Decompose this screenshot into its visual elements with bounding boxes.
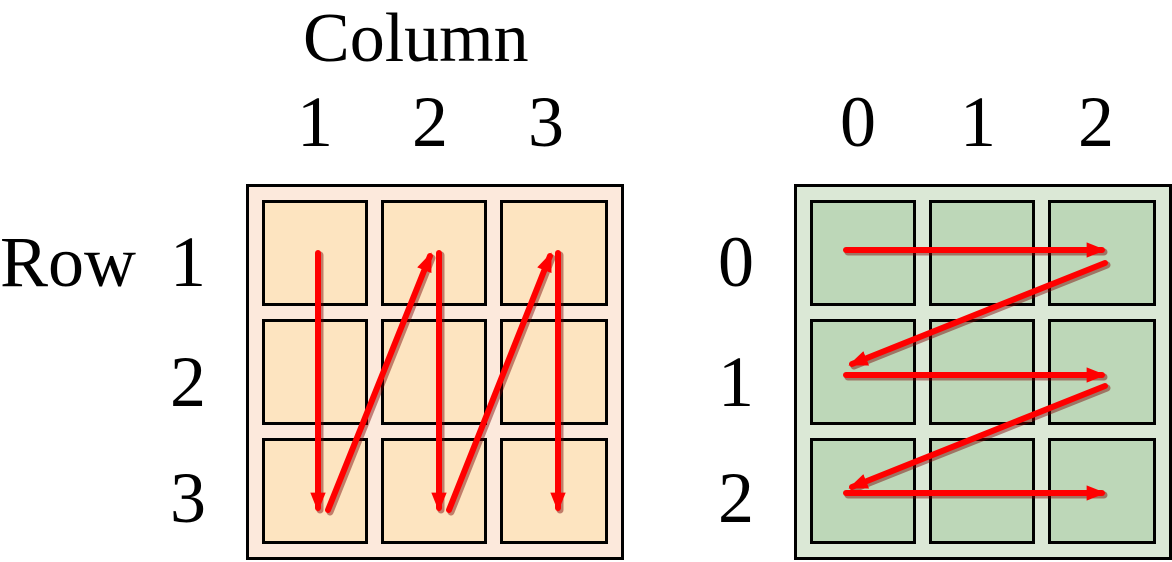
right-grid-cell (810, 200, 916, 306)
left-grid-cell (262, 438, 368, 544)
column-heading: Column (303, 0, 529, 77)
row-heading: Row (0, 222, 137, 302)
right-grid-cell (1048, 438, 1156, 544)
right-column-label-0: 0 (840, 82, 876, 162)
left-grid-cell (381, 438, 487, 544)
left-column-label-2: 2 (412, 82, 448, 162)
left-row-label-2: 2 (170, 342, 206, 422)
left-grid-cell (500, 200, 608, 306)
right-column-label-1: 1 (960, 82, 996, 162)
right-grid-cell (929, 438, 1035, 544)
right-row-label-0: 0 (718, 222, 754, 302)
right-grid-cell (810, 438, 916, 544)
right-grid-cell (810, 319, 916, 425)
left-column-label-1: 1 (297, 82, 333, 162)
right-row-label-2: 2 (718, 458, 754, 538)
left-grid-cell (381, 319, 487, 425)
right-grid-cell (1048, 319, 1156, 425)
right-grid-cell (929, 319, 1035, 425)
right-grid-cell (929, 200, 1035, 306)
left-column-label-3: 3 (528, 82, 564, 162)
right-row-label-1: 1 (718, 342, 754, 422)
right-grid-cell (1048, 200, 1156, 306)
right-column-label-2: 2 (1078, 82, 1114, 162)
left-grid-cell (500, 438, 608, 544)
left-grid-cell (262, 200, 368, 306)
left-grid-cell (381, 200, 487, 306)
left-row-label-3: 3 (170, 458, 206, 538)
left-grid-cell (500, 319, 608, 425)
left-row-label-1: 1 (170, 222, 206, 302)
left-grid-cell (262, 319, 368, 425)
